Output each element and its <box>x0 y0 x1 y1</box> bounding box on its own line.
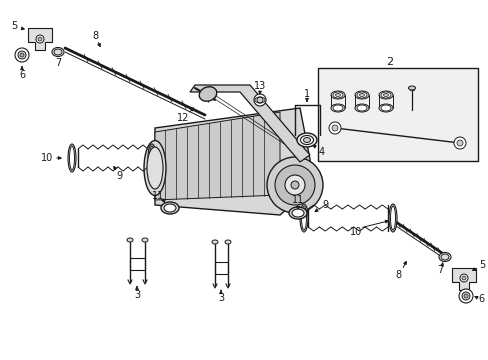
Circle shape <box>274 165 314 205</box>
Ellipse shape <box>68 144 76 172</box>
Ellipse shape <box>299 204 307 232</box>
Circle shape <box>456 140 462 146</box>
Ellipse shape <box>161 202 179 214</box>
Text: 8: 8 <box>394 270 400 280</box>
Ellipse shape <box>147 147 163 189</box>
Ellipse shape <box>288 207 306 219</box>
Ellipse shape <box>390 206 395 230</box>
Ellipse shape <box>212 240 218 244</box>
Circle shape <box>285 175 305 195</box>
Ellipse shape <box>354 104 368 112</box>
Circle shape <box>328 122 340 134</box>
Text: 12: 12 <box>177 113 189 123</box>
Text: 3: 3 <box>218 293 224 303</box>
Ellipse shape <box>440 254 448 260</box>
Ellipse shape <box>332 105 342 111</box>
Ellipse shape <box>380 105 390 111</box>
Text: 4: 4 <box>318 147 325 157</box>
Ellipse shape <box>378 104 392 112</box>
Text: 8: 8 <box>92 31 98 41</box>
Text: 7: 7 <box>436 265 442 275</box>
Circle shape <box>36 35 44 43</box>
Polygon shape <box>28 28 52 50</box>
Text: 5: 5 <box>478 260 484 270</box>
Circle shape <box>331 125 337 131</box>
Ellipse shape <box>303 138 310 143</box>
Ellipse shape <box>54 49 62 55</box>
Circle shape <box>290 181 298 189</box>
Circle shape <box>453 137 465 149</box>
Ellipse shape <box>388 204 396 232</box>
Ellipse shape <box>354 91 368 99</box>
Ellipse shape <box>356 92 366 98</box>
Circle shape <box>266 157 323 213</box>
Ellipse shape <box>359 94 364 96</box>
Ellipse shape <box>300 135 313 144</box>
Circle shape <box>15 48 29 62</box>
Text: 11: 11 <box>152 191 164 201</box>
Ellipse shape <box>301 206 306 230</box>
Ellipse shape <box>380 92 390 98</box>
Ellipse shape <box>224 240 230 244</box>
Text: 7: 7 <box>55 58 61 68</box>
Polygon shape <box>451 268 475 290</box>
Ellipse shape <box>199 87 216 101</box>
Circle shape <box>20 53 24 57</box>
Ellipse shape <box>149 146 154 170</box>
Ellipse shape <box>291 209 304 217</box>
Polygon shape <box>190 85 309 162</box>
Text: 1: 1 <box>304 89 309 99</box>
Text: 11: 11 <box>291 195 304 205</box>
Text: 2: 2 <box>386 57 393 67</box>
Ellipse shape <box>330 104 345 112</box>
Text: 9: 9 <box>321 200 327 210</box>
Text: 5: 5 <box>11 21 17 31</box>
Circle shape <box>18 51 26 59</box>
Text: 10: 10 <box>349 227 362 237</box>
Text: 9: 9 <box>116 171 122 181</box>
Circle shape <box>38 37 42 41</box>
Ellipse shape <box>407 86 415 90</box>
Circle shape <box>463 294 467 298</box>
Text: 13: 13 <box>253 81 265 91</box>
Text: 6: 6 <box>19 70 25 80</box>
Text: 10: 10 <box>41 153 53 163</box>
Ellipse shape <box>148 144 156 172</box>
Circle shape <box>257 97 263 103</box>
Ellipse shape <box>332 92 342 98</box>
Ellipse shape <box>127 238 133 242</box>
Ellipse shape <box>383 94 387 96</box>
Polygon shape <box>155 112 280 200</box>
Circle shape <box>461 276 465 280</box>
Text: 6: 6 <box>477 294 483 304</box>
Ellipse shape <box>69 146 74 170</box>
Ellipse shape <box>356 105 366 111</box>
Ellipse shape <box>438 252 450 261</box>
Ellipse shape <box>143 140 165 195</box>
Ellipse shape <box>163 204 176 212</box>
Polygon shape <box>155 108 314 215</box>
Circle shape <box>459 274 467 282</box>
Bar <box>317 68 477 161</box>
Circle shape <box>253 94 265 106</box>
Ellipse shape <box>52 48 64 57</box>
Ellipse shape <box>142 238 148 242</box>
Ellipse shape <box>296 133 316 147</box>
Circle shape <box>461 292 469 300</box>
Circle shape <box>458 289 472 303</box>
Ellipse shape <box>330 91 345 99</box>
Text: 3: 3 <box>134 290 140 300</box>
Ellipse shape <box>335 94 340 96</box>
Ellipse shape <box>378 91 392 99</box>
